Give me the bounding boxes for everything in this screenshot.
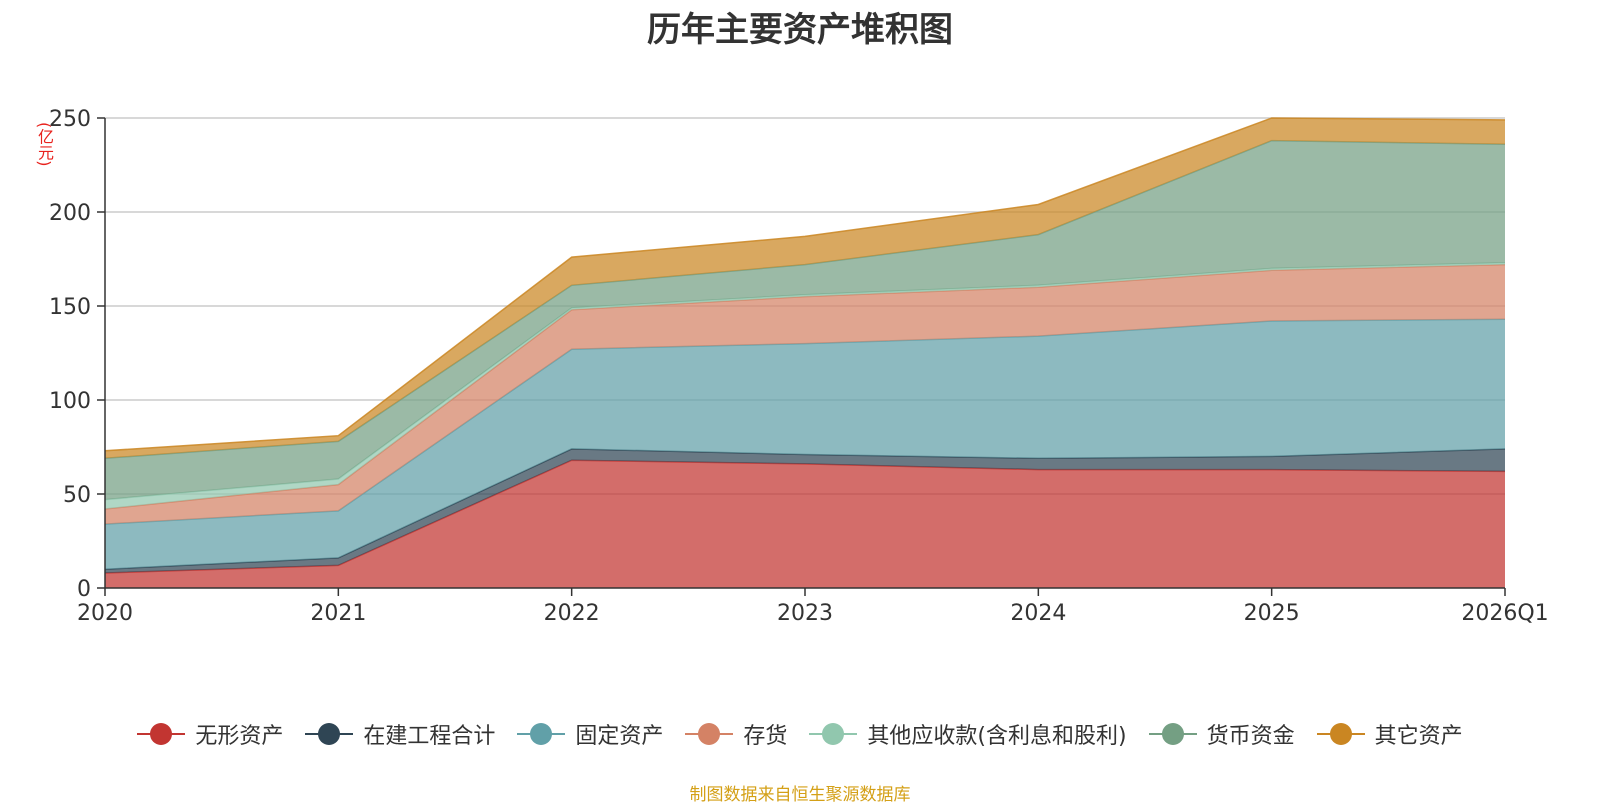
x-tick-label: 2024 xyxy=(1010,601,1066,626)
legend-item[interactable]: 存货 xyxy=(685,718,787,750)
series-area-3 xyxy=(105,264,1505,525)
chart-title: 历年主要资产堆积图 xyxy=(647,10,953,50)
legend-item[interactable]: 其它资产 xyxy=(1316,718,1463,750)
legend-marker-icon xyxy=(305,722,354,746)
y-tick-label: 250 xyxy=(49,107,91,132)
x-tick-label: 2023 xyxy=(777,601,833,626)
x-tick-label: 2020 xyxy=(77,601,133,626)
series-area-0 xyxy=(105,460,1505,588)
legend-item[interactable]: 货币资金 xyxy=(1148,718,1295,750)
legend-item[interactable]: 在建工程合计 xyxy=(305,718,495,750)
legend-label: 固定资产 xyxy=(575,724,664,749)
legend-marker-icon xyxy=(137,722,186,746)
series-areas xyxy=(104,117,1506,588)
legend-label: 货币资金 xyxy=(1206,724,1295,749)
legend-marker-icon xyxy=(1316,722,1365,746)
legend-item[interactable]: 固定资产 xyxy=(517,718,663,750)
legend-item[interactable]: 其他应收款(含利息和股利) xyxy=(809,718,1127,750)
legend-marker-icon xyxy=(1148,722,1197,746)
series-area-2 xyxy=(105,319,1505,570)
y-tick-label: 200 xyxy=(49,201,91,226)
legend-label: 其它资产 xyxy=(1374,724,1463,749)
legend-label: 其他应收款(含利息和股利) xyxy=(867,724,1127,749)
y-axis-unit-label: (亿元) xyxy=(35,122,54,167)
x-tick-label: 2022 xyxy=(544,601,600,626)
y-tick-label: 0 xyxy=(77,577,91,602)
legend-item[interactable]: 无形资产 xyxy=(137,718,283,750)
legend-label: 无形资产 xyxy=(195,724,284,749)
legend-marker-icon xyxy=(685,722,734,746)
legend-marker-icon xyxy=(517,722,566,746)
legend: 无形资产 在建工程合计 固定资产 存货 其他应收款(含利息和股利) 货币资金 其它资产 xyxy=(0,718,1600,750)
x-tick-label: 2025 xyxy=(1244,601,1300,626)
series-area-1 xyxy=(105,448,1505,573)
x-tick-label: 2021 xyxy=(310,601,366,626)
y-tick-label: 50 xyxy=(63,483,91,508)
series-area-5 xyxy=(105,140,1505,500)
data-source-note: 制图数据来自恒生聚源数据库 xyxy=(689,785,911,805)
x-tick-label: 2026Q1 xyxy=(1461,601,1548,626)
y-tick-label: 150 xyxy=(49,295,91,320)
series-line-6 xyxy=(104,117,1506,452)
axes: 0 50 100 150 200 250 2020 2021 2022 2023 2024 2025 2… xyxy=(49,107,1549,626)
legend-label: 在建工程合计 xyxy=(363,724,496,749)
legend-marker-icon xyxy=(809,722,858,746)
y-tick-label: 100 xyxy=(49,389,91,414)
legend-label: 存货 xyxy=(743,724,788,749)
